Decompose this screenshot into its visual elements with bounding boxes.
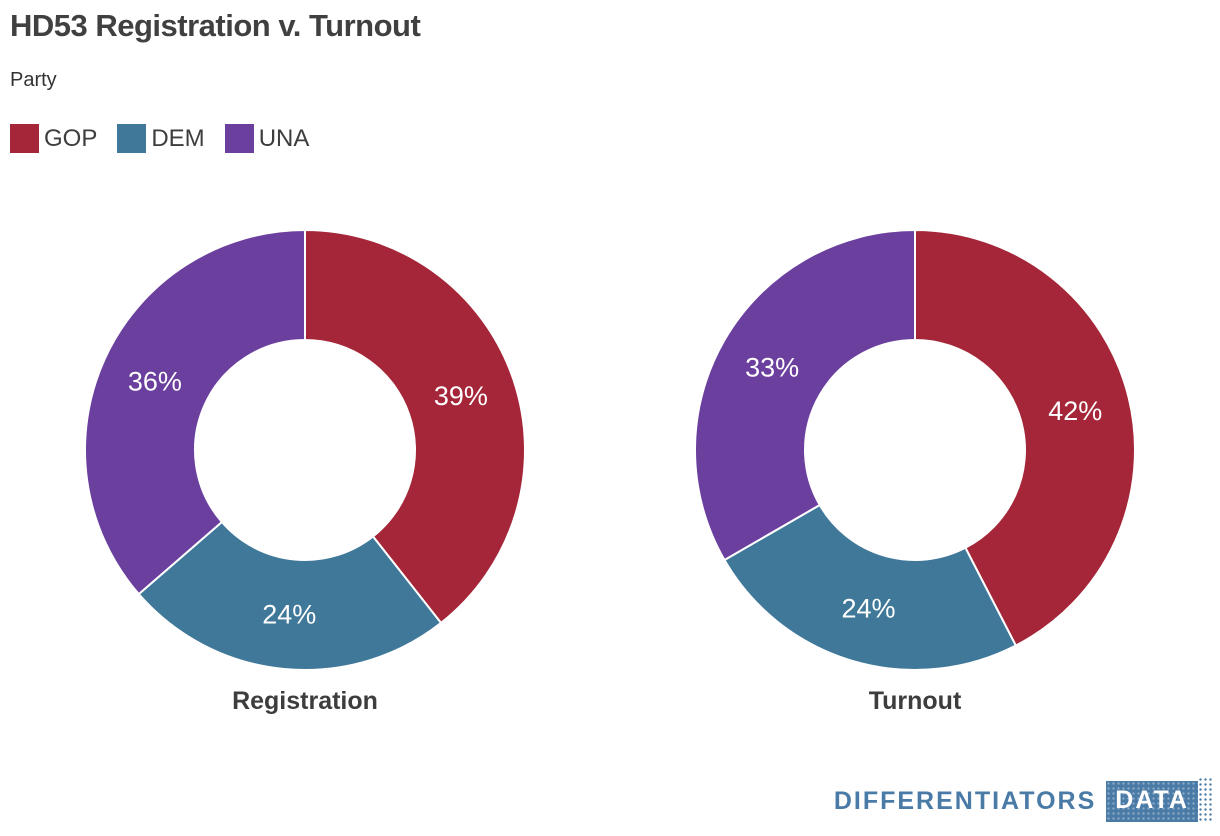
legend-label-gop: GOP [44, 124, 98, 152]
registration-donut: 39% 24% 36% [84, 228, 526, 671]
legend: GOP DEM UNA [10, 124, 420, 153]
slice-dem-registration [137, 520, 443, 671]
slice-value-label-una: 33% [745, 353, 799, 383]
charts-row: 39% 24% 36% Registration 42% 24% 33% Turnout [0, 228, 1220, 716]
chart-title-turnout: Turnout [868, 687, 962, 715]
slice-dem-turnout [723, 503, 1018, 671]
branding-logo: DIFFERENTIATORS DATA [833, 777, 1212, 823]
slice-una-registration [84, 228, 306, 596]
branding-wordmark: DIFFERENTIATORS [833, 787, 1097, 815]
branding-badge: DATA [1106, 777, 1212, 823]
slice-value-label-gop: 42% [1048, 396, 1102, 426]
slice-una-turnout [694, 228, 916, 562]
turnout-donut-chart: 42% 24% 33% Turnout [610, 228, 1220, 716]
una-color-swatch [224, 124, 254, 153]
slice-value-label-dem: 24% [841, 593, 895, 623]
slice-value-label-dem: 24% [262, 599, 316, 629]
legend-item-una: UNA [224, 124, 310, 153]
legend-title: Party [10, 69, 57, 91]
registration-donut-chart: 39% 24% 36% Registration [0, 228, 610, 716]
slice-gop-turnout [914, 228, 1136, 647]
dem-color-swatch [117, 124, 147, 153]
legend-label-una: UNA [258, 124, 310, 152]
page-title: HD53 Registration v. Turnout [10, 8, 421, 43]
chart-title-registration: Registration [232, 687, 378, 715]
gop-color-swatch [10, 124, 39, 153]
legend-item-gop: GOP [10, 124, 97, 153]
turnout-donut: 42% 24% 33% [694, 228, 1136, 671]
slice-value-label-gop: 39% [434, 381, 488, 411]
chart-header: HD53 Registration v. Turnout Party GOP D… [10, 8, 421, 153]
legend-item-dem: DEM [117, 124, 205, 153]
slice-gop-registration [304, 228, 526, 625]
slice-value-label-una: 36% [128, 367, 182, 397]
legend-label-dem: DEM [151, 124, 205, 152]
